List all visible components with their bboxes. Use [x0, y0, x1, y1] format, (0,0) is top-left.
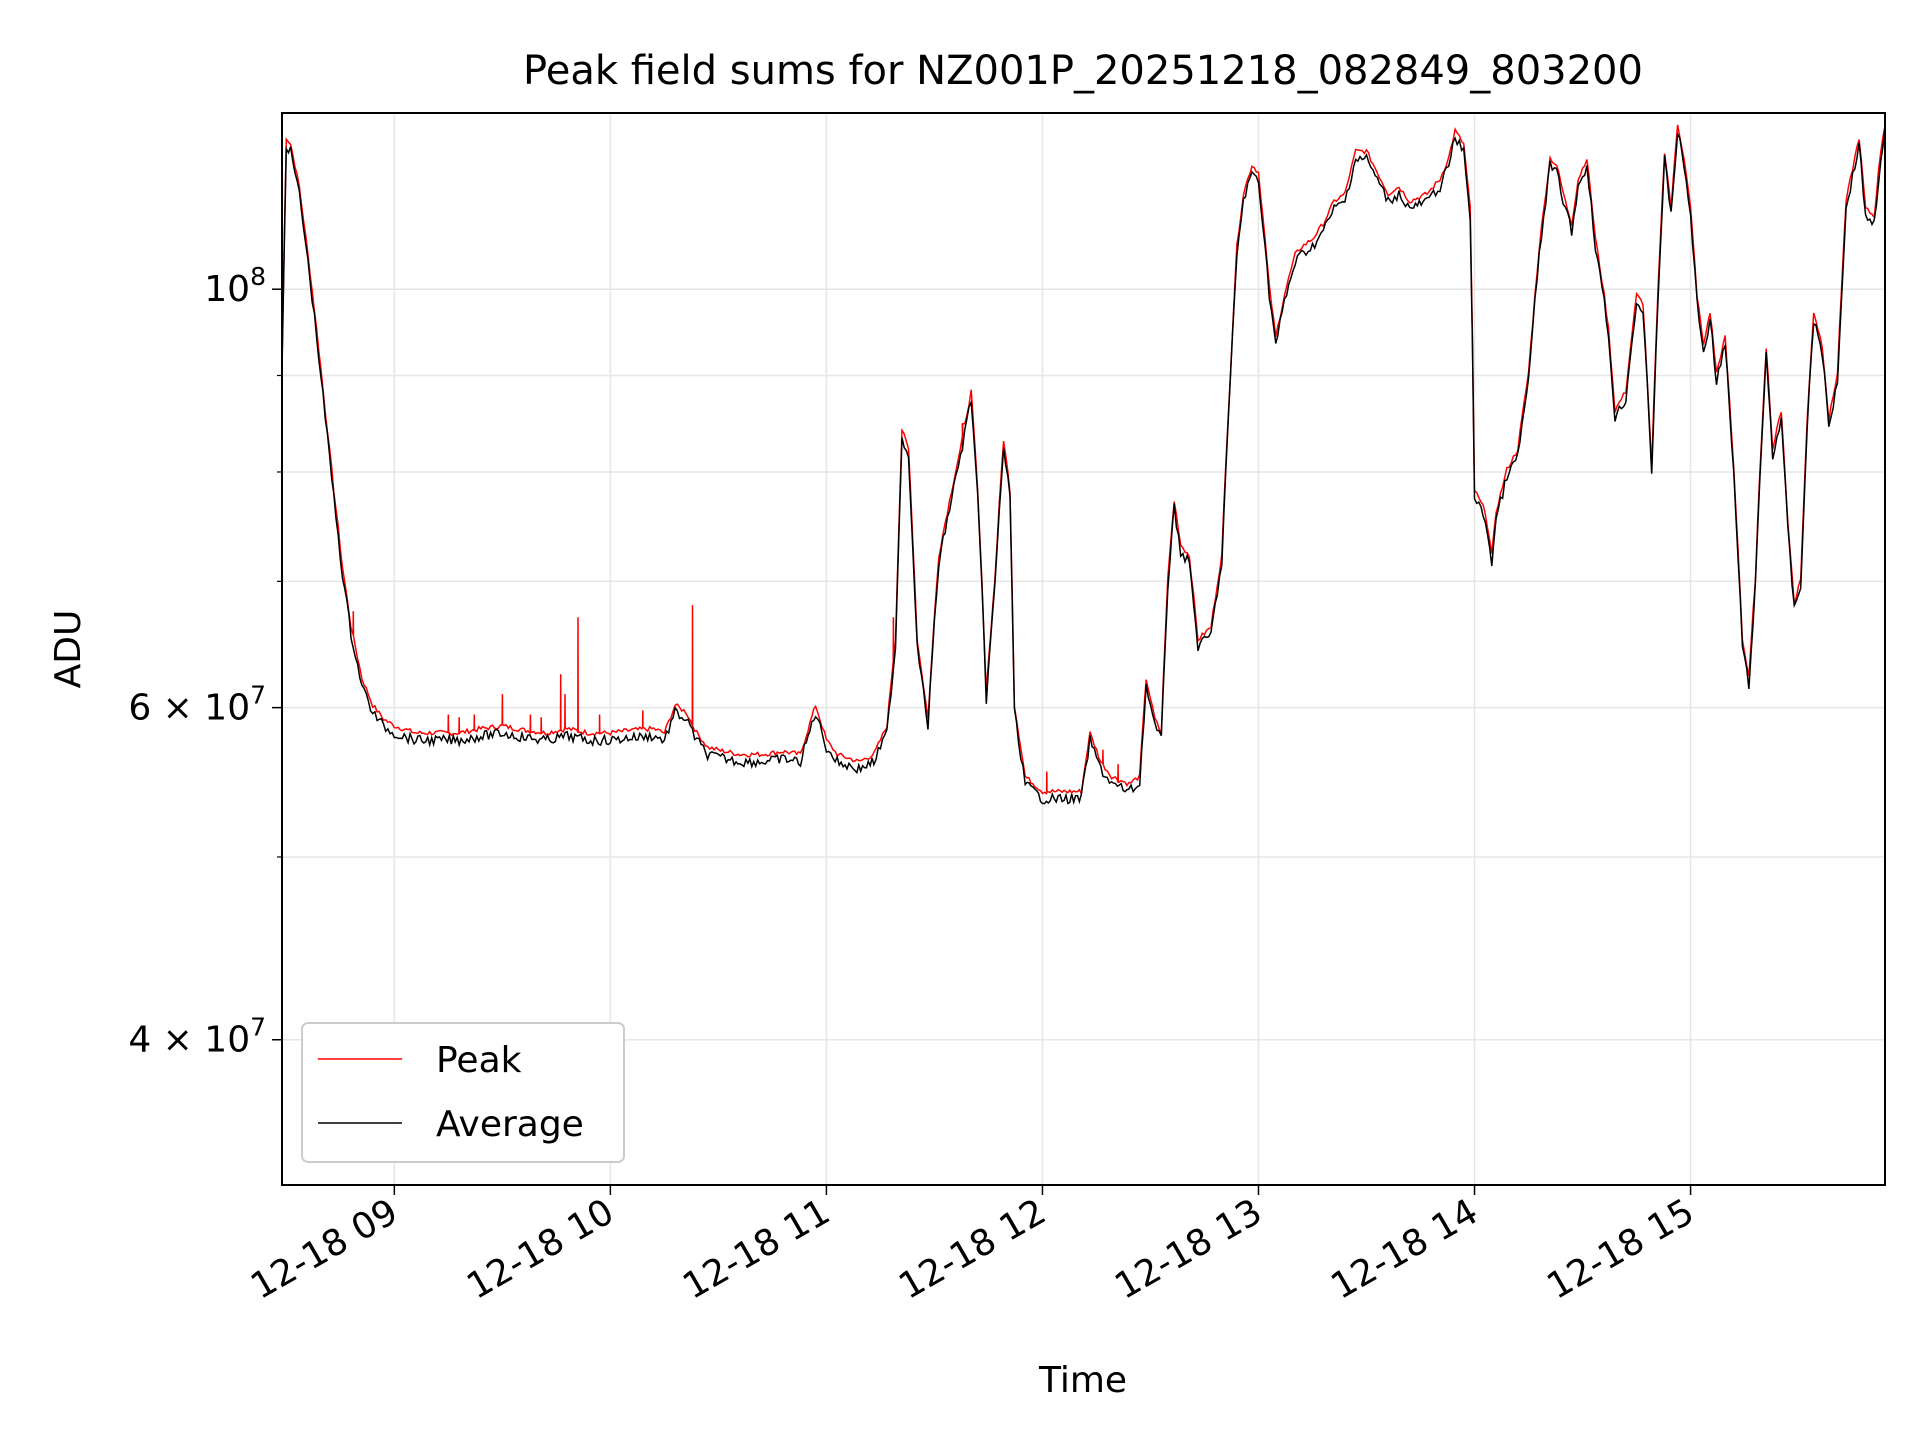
- x-tick-label: 12-18 15: [1540, 1191, 1701, 1307]
- y-tick-label: 4 × 107: [128, 1013, 266, 1061]
- x-tick-label: 12-18 13: [1108, 1191, 1269, 1307]
- series-peak-line: [281, 124, 1886, 796]
- x-tick-label: 12-18 12: [892, 1191, 1053, 1307]
- series-average-line: [281, 128, 1886, 806]
- x-tick-label: 12-18 14: [1324, 1191, 1485, 1307]
- legend-box: [301, 1022, 625, 1163]
- x-axis-label: Time: [1038, 1360, 1127, 1401]
- legend: Peak Average: [301, 1022, 625, 1163]
- x-tick-label: 12-18 09: [244, 1191, 405, 1307]
- y-axis-ticks: 4 × 107 6 × 107 108: [128, 262, 282, 1061]
- y-tick-label: 6 × 107: [128, 681, 266, 729]
- x-tick-label: 12-18 11: [676, 1191, 837, 1307]
- legend-peak-label: Peak: [436, 1040, 522, 1081]
- legend-average-label: Average: [436, 1104, 584, 1145]
- x-axis-ticks: 12-18 09 12-18 10 12-18 11 12-18 12 12-18 13…: [244, 1185, 1701, 1308]
- chart-title: Peak field sums for NZ001P_20251218_0828…: [523, 48, 1643, 94]
- y-axis-label: ADU: [48, 610, 89, 689]
- series-lines: [281, 124, 1886, 806]
- y-tick-label: 108: [204, 262, 266, 310]
- plot-frame: [281, 112, 1886, 1186]
- grid: [282, 113, 1885, 1185]
- x-tick-label: 12-18 10: [460, 1191, 621, 1307]
